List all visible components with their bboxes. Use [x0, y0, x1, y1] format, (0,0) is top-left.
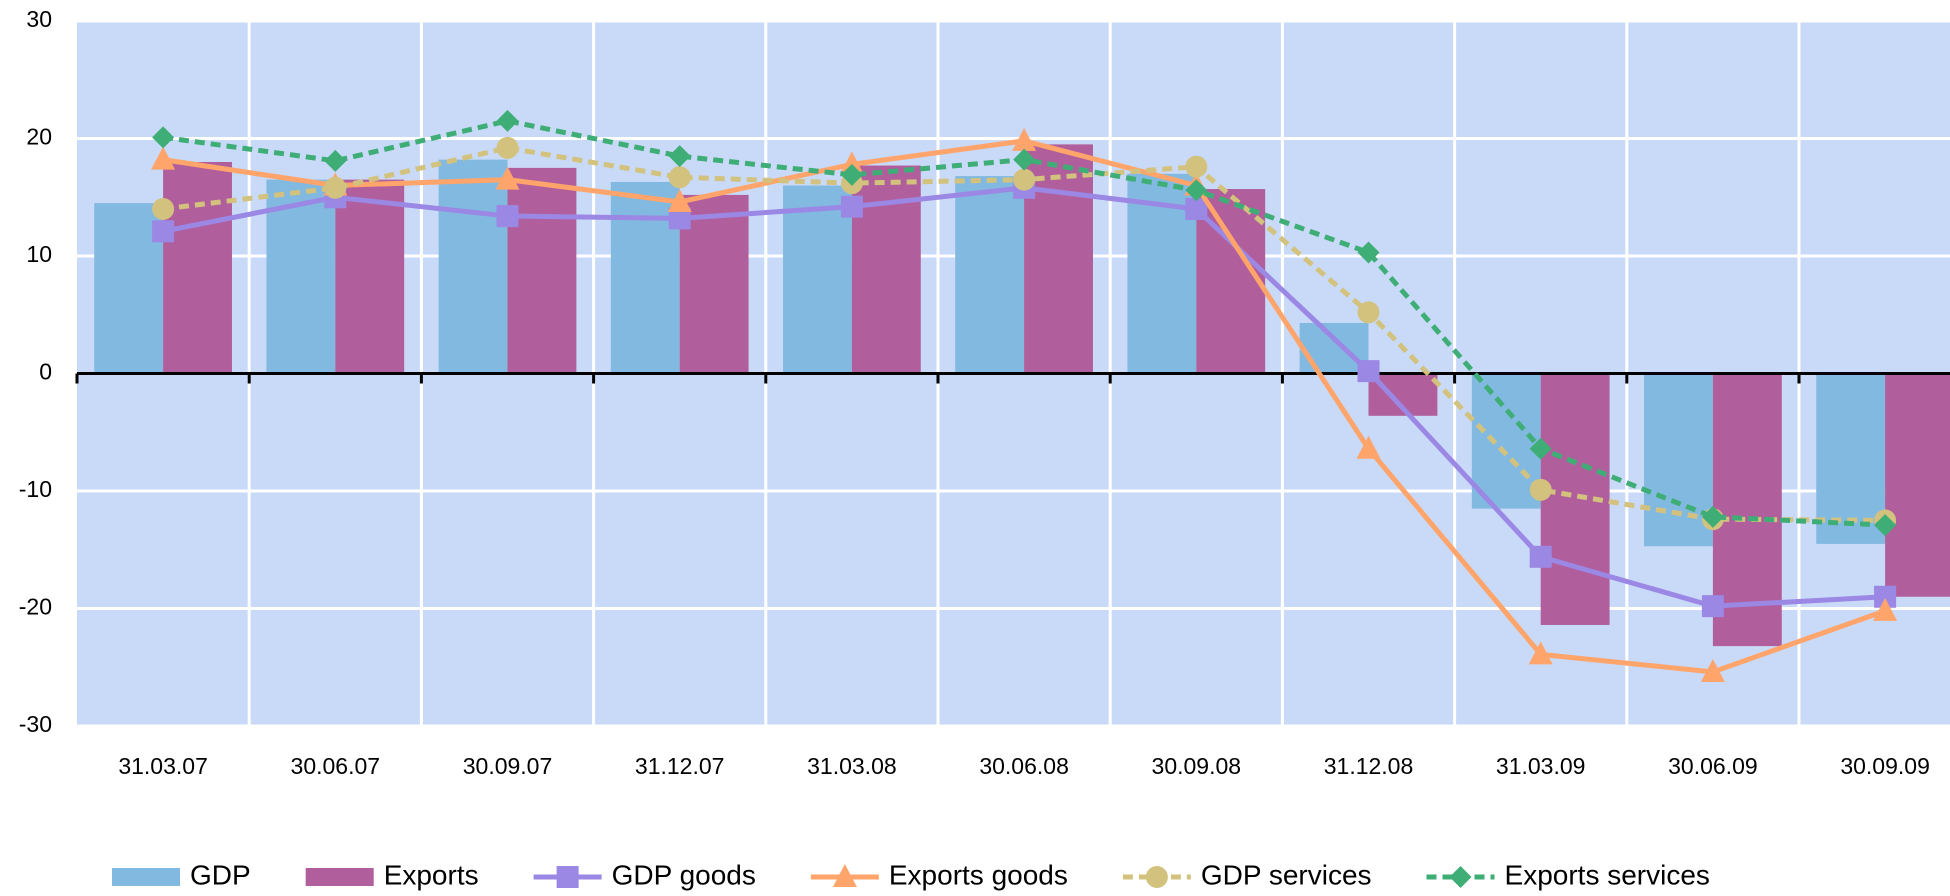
y-tick-label: 30	[26, 6, 52, 32]
x-tick-label: 30.06.09	[1668, 753, 1758, 779]
marker	[1357, 360, 1380, 383]
marker	[324, 149, 347, 172]
y-tick-label: -30	[19, 711, 52, 737]
marker	[668, 166, 691, 189]
legend-label: GDP goods	[612, 859, 756, 890]
marker	[496, 205, 519, 228]
bar	[163, 162, 232, 374]
legend-label: Exports services	[1505, 859, 1710, 890]
x-tick-label: 30.09.08	[1152, 753, 1242, 779]
marker	[1874, 585, 1897, 608]
bar	[1644, 373, 1713, 547]
marker	[668, 207, 691, 230]
bar	[679, 194, 749, 374]
marker	[1701, 505, 1724, 528]
legend-marker	[556, 866, 579, 888]
legend-marker	[1145, 866, 1168, 888]
legend-marker	[1449, 866, 1472, 888]
legend-label: GDP services	[1201, 859, 1372, 890]
legend-item: Exports goods	[810, 859, 1068, 890]
marker	[1357, 301, 1380, 324]
marker	[1185, 155, 1208, 178]
marker	[1356, 435, 1381, 459]
legend-swatch	[305, 868, 374, 886]
marker	[839, 151, 864, 175]
y-tick-label: -10	[19, 476, 52, 502]
legend-item: GDP services	[1122, 859, 1372, 890]
legend-swatch	[112, 868, 180, 886]
y-tick-label: -20	[19, 594, 52, 620]
y-tick-label: 20	[26, 124, 52, 150]
marker	[152, 220, 175, 243]
bar	[1024, 144, 1093, 374]
marker	[1357, 241, 1380, 264]
marker	[1701, 595, 1724, 618]
marker	[324, 176, 347, 199]
marker	[152, 198, 175, 220]
bar	[783, 185, 852, 374]
marker	[1529, 545, 1552, 568]
legend-label: Exports	[384, 859, 479, 890]
marker	[667, 188, 692, 212]
marker	[840, 195, 863, 218]
marker	[1528, 641, 1553, 665]
y-tick-label: 0	[39, 359, 52, 385]
marker	[1185, 198, 1208, 220]
bar	[507, 167, 577, 374]
marker	[496, 109, 519, 132]
marker	[840, 163, 863, 186]
bar	[266, 179, 336, 374]
y-tick-label: 10	[26, 241, 52, 267]
x-tick-label: 31.03.08	[807, 753, 897, 779]
x-tick-label: 31.12.07	[635, 753, 725, 779]
bar	[438, 159, 508, 374]
marker	[152, 126, 175, 149]
marker	[1874, 514, 1897, 537]
legend-item: GDP	[112, 859, 251, 890]
legend-marker	[832, 864, 857, 887]
x-tick-label: 30.06.08	[979, 753, 1069, 779]
x-tick-label: 30.09.07	[463, 753, 553, 779]
marker	[1529, 478, 1552, 501]
marker	[1529, 437, 1552, 460]
x-tick-label: 31.12.08	[1324, 753, 1414, 779]
bar	[94, 203, 164, 374]
marker	[495, 166, 520, 190]
marker	[151, 146, 176, 170]
x-tick-label: 30.06.07	[291, 753, 381, 779]
bar	[955, 176, 1025, 374]
bar	[610, 181, 680, 374]
marker	[1013, 148, 1036, 171]
bar	[335, 179, 405, 374]
marker	[1185, 179, 1208, 202]
marker	[1700, 658, 1725, 682]
legend-label: GDP	[190, 859, 251, 890]
x-tick-label: 31.03.07	[118, 753, 208, 779]
x-tick-label: 30.09.09	[1840, 753, 1930, 779]
bar	[1885, 373, 1950, 597]
legend-item: Exports services	[1426, 859, 1710, 890]
legend-label: Exports goods	[889, 859, 1068, 890]
x-tick-label: 31.03.09	[1496, 753, 1586, 779]
marker	[1012, 127, 1037, 151]
bar	[1471, 373, 1541, 509]
marker	[1873, 597, 1898, 621]
marker	[496, 136, 519, 159]
bar	[1816, 373, 1886, 544]
marker	[668, 145, 691, 168]
legend-item: Exports	[305, 859, 479, 890]
legend-item: GDP goods	[533, 859, 756, 890]
marker	[1013, 168, 1036, 191]
